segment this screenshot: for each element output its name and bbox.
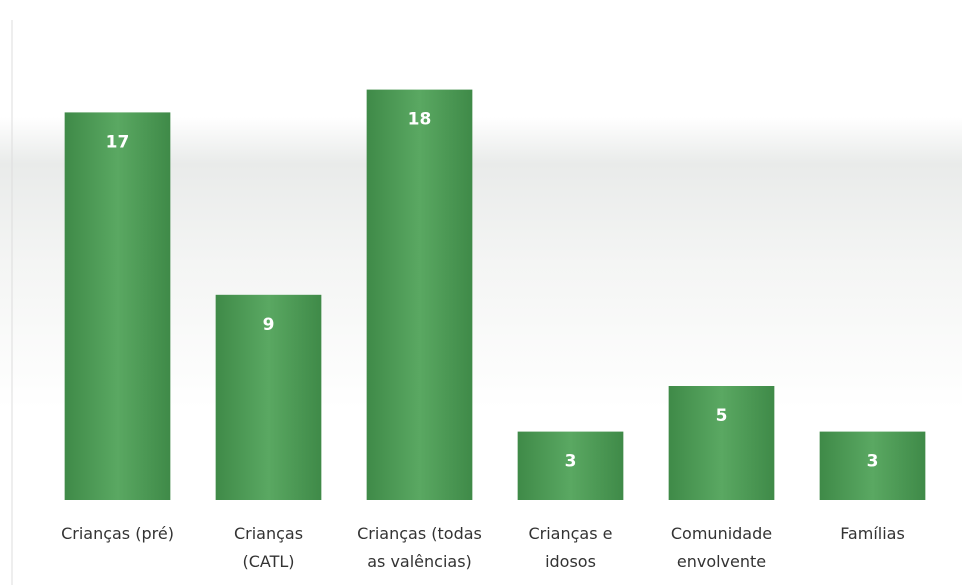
bar [668, 386, 775, 500]
value-label: 9 [263, 315, 275, 335]
x-tick-label: Crianças (CATL) [233, 524, 304, 571]
x-tick-label: Famílias [840, 524, 905, 543]
value-label: 18 [408, 110, 432, 130]
value-label: 5 [716, 406, 728, 426]
value-label: 3 [565, 452, 577, 472]
bar [366, 89, 473, 500]
x-tick-label: Crianças (todas as valências) [357, 524, 482, 571]
x-tick-label: Comunidade envolvente [670, 524, 773, 571]
bar [64, 112, 171, 501]
bar [517, 431, 624, 500]
bar [819, 431, 926, 500]
x-tick-label: Crianças (pré) [61, 524, 174, 543]
x-tick-label: Crianças e idosos [528, 524, 613, 571]
value-label: 3 [867, 452, 879, 472]
value-label: 17 [106, 132, 130, 152]
bar [215, 294, 322, 500]
